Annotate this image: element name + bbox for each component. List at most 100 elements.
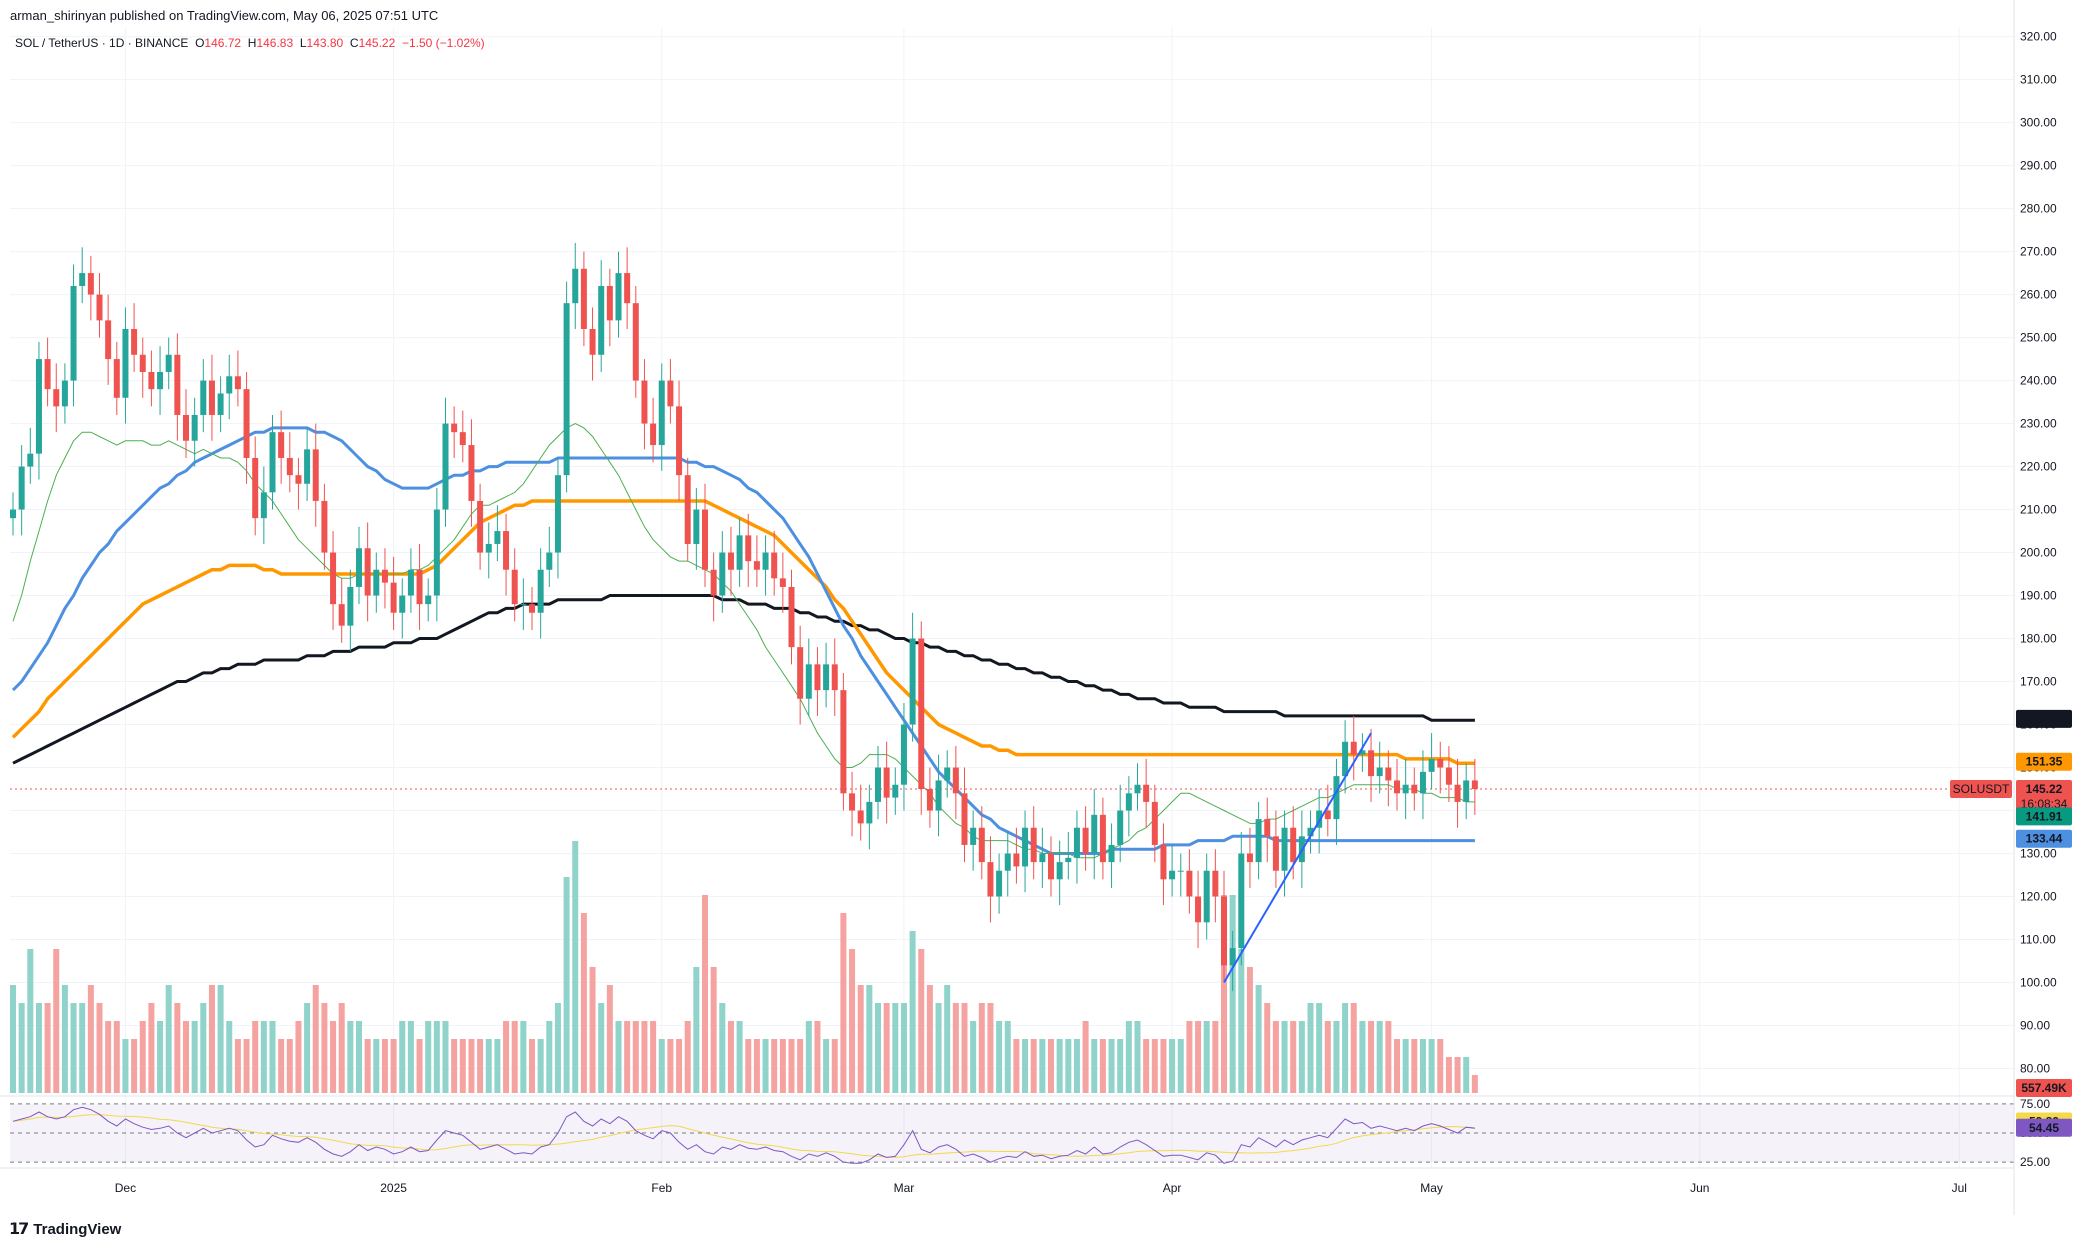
candle-body xyxy=(736,535,743,570)
volume-bar xyxy=(304,1003,311,1093)
candle-body xyxy=(105,320,112,360)
candle-body xyxy=(1134,784,1141,794)
volume-bar xyxy=(381,1039,388,1093)
candle-body xyxy=(183,414,189,441)
candle-body xyxy=(321,500,328,553)
volume-bar xyxy=(1134,1021,1141,1093)
volume-bar xyxy=(1169,1039,1176,1093)
ma-green-line xyxy=(12,423,1475,859)
volume-bar xyxy=(217,985,224,1093)
volume-bar xyxy=(736,1021,743,1093)
volume-bar xyxy=(1143,1039,1150,1093)
symbol-name[interactable]: SOL / TetherUS · 1D · BINANCE xyxy=(15,36,189,50)
candlesticks[interactable] xyxy=(10,242,1478,992)
close-value: 145.22 xyxy=(358,36,396,50)
volume-bar xyxy=(70,1003,77,1093)
price-tick-label: 80.00 xyxy=(2020,1062,2050,1076)
volume-bar xyxy=(1411,1039,1418,1093)
candle-body xyxy=(165,354,172,372)
volume-bar xyxy=(1307,1003,1314,1093)
candle-body xyxy=(745,535,752,562)
candle-body xyxy=(831,664,838,691)
trendline-drawing[interactable] xyxy=(1223,732,1372,984)
moving-averages xyxy=(10,423,2014,859)
candle-body xyxy=(1411,784,1418,794)
volume-bar xyxy=(200,1003,207,1093)
volume-bar xyxy=(1030,1039,1037,1093)
candle-body xyxy=(234,376,241,390)
volume-bar xyxy=(407,1021,414,1093)
price-tick-label: 300.00 xyxy=(2020,116,2057,130)
candle-body xyxy=(520,604,527,606)
ma-black-price-tag: 161.33 xyxy=(2026,712,2063,726)
volume-bar xyxy=(226,1021,233,1093)
volume-bar xyxy=(987,1003,994,1093)
volume-bar xyxy=(1177,1039,1184,1093)
volume-bar xyxy=(503,1021,510,1093)
candle-body xyxy=(1385,767,1392,781)
volume-bar xyxy=(771,1039,778,1093)
candle-body xyxy=(1419,771,1426,794)
volume-bar xyxy=(1246,967,1253,1093)
tradingview-brand[interactable]: 𝟭𝟳 TradingView xyxy=(9,1219,121,1239)
volume-bar xyxy=(589,967,596,1093)
volume-bar xyxy=(1056,1039,1063,1093)
candle-body xyxy=(1143,784,1150,802)
price-tick-label: 100.00 xyxy=(2020,976,2057,990)
candle-body xyxy=(390,582,397,613)
candle-body xyxy=(1307,827,1314,837)
volume-bar xyxy=(779,1039,786,1093)
candle-body xyxy=(18,466,25,510)
candle-body xyxy=(944,767,951,781)
time-axis[interactable]: Dec 2025 Feb Mar Apr May Jun Jul xyxy=(0,1167,2014,1195)
open-label: O xyxy=(195,36,205,50)
candle-body xyxy=(1004,853,1011,871)
volume-bar xyxy=(831,1039,838,1093)
candle-body xyxy=(1437,758,1444,768)
ma-green-price-tag: 141.91 xyxy=(2026,809,2063,823)
volume-bar xyxy=(537,1039,544,1093)
low-label: L xyxy=(299,36,307,50)
volume-bar xyxy=(1272,1021,1279,1093)
price-axis[interactable]: 80.0090.00100.00110.00120.00130.00140.00… xyxy=(1950,0,2072,1215)
candle-body xyxy=(1229,948,1236,966)
candle-body xyxy=(563,303,570,476)
price-tick-label: 200.00 xyxy=(2020,546,2057,560)
volume-bar xyxy=(1463,1057,1470,1093)
candle-body xyxy=(805,664,812,699)
candle-body xyxy=(1454,784,1461,802)
volume-bar xyxy=(312,985,319,1093)
volume-bar xyxy=(260,1021,267,1093)
candle-body xyxy=(606,285,613,321)
candle-body xyxy=(70,285,77,381)
volume-bar xyxy=(1394,1039,1400,1093)
rsi-tick-label: 25.00 xyxy=(2020,1155,2050,1169)
published-by-line: arman_shirinyan published on TradingView… xyxy=(10,8,439,23)
price-tick-label: 180.00 xyxy=(2020,632,2057,646)
volume-bar xyxy=(113,1021,120,1093)
ma-orange-line xyxy=(11,499,1475,765)
candle-body xyxy=(35,359,42,454)
candle-body xyxy=(580,268,587,329)
ma-blue-line xyxy=(11,426,1475,855)
candle-body xyxy=(286,457,293,476)
candle-body xyxy=(702,509,708,570)
volume-bar xyxy=(840,913,847,1093)
volume-bar xyxy=(1099,1039,1106,1093)
candle-body xyxy=(779,578,786,587)
volume-bar xyxy=(1229,895,1236,1093)
time-tick-label: 2025 xyxy=(380,1181,407,1195)
candle-body xyxy=(1272,836,1279,871)
volume-tag-bg xyxy=(2016,1079,2072,1097)
candle-body xyxy=(157,371,164,390)
volume-bar xyxy=(1203,1021,1210,1093)
volume-bar xyxy=(433,1021,440,1093)
price-tick-label: 270.00 xyxy=(2020,245,2057,259)
candle-body xyxy=(1125,793,1132,811)
volume-bar xyxy=(1368,1021,1375,1093)
volume-bar xyxy=(641,1021,648,1093)
symbol-ohlc-legend[interactable]: SOL / TetherUS · 1D · BINANCE O146.72 H1… xyxy=(15,36,485,50)
candle-body xyxy=(217,393,224,415)
